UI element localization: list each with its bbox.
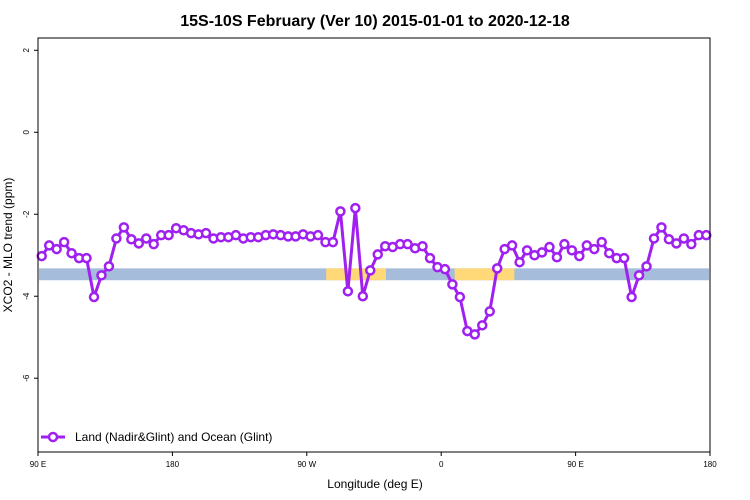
data-point [626, 291, 637, 303]
x-tick-label: 90 E [567, 460, 583, 469]
data-point [66, 247, 77, 259]
data-point [133, 238, 145, 249]
data-point [648, 233, 660, 244]
data-point [439, 263, 451, 275]
data-point [477, 320, 488, 331]
y-axis-label: XCO2 - MLO trend (ppm) [1, 178, 15, 313]
data-point [118, 222, 130, 233]
y-tick-label: -6 [22, 374, 31, 382]
y-tick-label: -4 [22, 292, 31, 300]
data-point [148, 238, 159, 250]
data-point [566, 245, 578, 256]
data-point [514, 256, 525, 268]
data-point [372, 249, 383, 260]
data-point [424, 252, 436, 264]
data-point [417, 240, 428, 252]
data-point [454, 291, 466, 303]
chart-title: 15S-10S February (Ver 10) 2015-01-01 to … [180, 13, 570, 30]
data-point [36, 250, 47, 262]
data-point [656, 222, 667, 233]
data-point [342, 286, 354, 297]
x-tick-label: 180 [166, 460, 180, 469]
data-point [88, 291, 100, 303]
y-tick-label: -2 [22, 210, 31, 218]
data-point [96, 270, 107, 281]
data-point [126, 234, 137, 245]
data-point [163, 229, 174, 241]
x-axis-label: Longitude (deg E) [327, 477, 422, 491]
data-point [103, 261, 115, 272]
x-tick-label: 0 [439, 460, 444, 469]
legend-label: Land (Nadir&Glint) and Ocean (Glint) [75, 430, 272, 444]
y-tick-label: 0 [22, 130, 31, 135]
data-point [357, 290, 369, 302]
data-point [58, 236, 70, 248]
data-point [469, 329, 481, 340]
data-point [618, 252, 630, 264]
data-point [596, 236, 607, 248]
data-point [365, 265, 376, 276]
data-point [678, 233, 690, 244]
data-point [506, 240, 518, 251]
legend-marker [47, 431, 59, 443]
data-point [111, 233, 122, 244]
data-point [335, 206, 346, 217]
data-point [603, 247, 615, 259]
x-tick-label: 90 E [30, 460, 46, 469]
data-point [200, 227, 212, 239]
plot-frame [37, 37, 711, 453]
data-point [51, 243, 62, 255]
data-point [559, 238, 570, 250]
y-tick-label: 2 [22, 48, 31, 53]
legend: Land (Nadir&Glint) and Ocean (Glint) [41, 430, 272, 444]
data-point [312, 229, 324, 241]
data-point [663, 234, 675, 245]
data-point [81, 252, 92, 264]
data-point [536, 247, 548, 258]
data-point [551, 252, 563, 263]
data-point [574, 250, 585, 262]
data-point [641, 261, 652, 272]
data-point [686, 238, 697, 250]
data-point [484, 306, 495, 317]
x-tick-label: 180 [703, 460, 717, 469]
data-point [701, 229, 712, 241]
data-point [491, 263, 503, 274]
data-point [671, 238, 682, 249]
data-point [633, 270, 645, 281]
data-point [521, 245, 533, 256]
data-point [544, 241, 555, 253]
surface-type-band [39, 268, 709, 281]
data-point [141, 233, 152, 244]
ocean-band-segment [326, 268, 386, 281]
x-tick-label: 90 W [297, 460, 316, 469]
data-point [402, 238, 413, 250]
ocean-band-segment [454, 268, 515, 281]
data-point [447, 279, 458, 290]
data-point [350, 202, 361, 214]
data-point [327, 236, 339, 248]
data-point [589, 243, 600, 255]
